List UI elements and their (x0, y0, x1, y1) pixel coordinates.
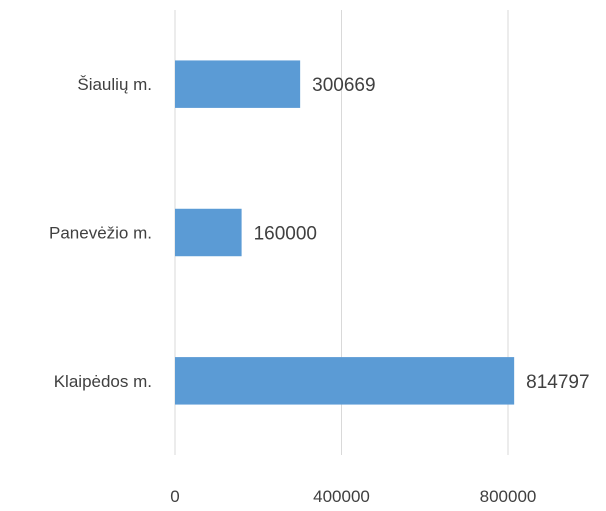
x-tick-label: 0 (170, 487, 179, 506)
x-axis-ticks: 0 400000 800000 (170, 487, 536, 506)
category-label: Klaipėdos m. (54, 372, 152, 391)
data-label: 160000 (254, 224, 317, 245)
bar (175, 357, 515, 405)
data-label: 300669 (312, 75, 375, 96)
data-label: 814797 (526, 372, 589, 393)
bar (175, 60, 301, 108)
x-tick-label: 400000 (313, 487, 370, 506)
data-labels: 300669 160000 814797 (254, 75, 590, 393)
x-tick-label: 800000 (480, 487, 537, 506)
bars (175, 60, 515, 405)
category-labels: Šiaulių m. Panevėžio m. Klaipėdos m. (49, 75, 152, 391)
category-label: Šiaulių m. (77, 75, 152, 94)
category-label: Panevėžio m. (49, 224, 152, 243)
bar (175, 208, 242, 257)
